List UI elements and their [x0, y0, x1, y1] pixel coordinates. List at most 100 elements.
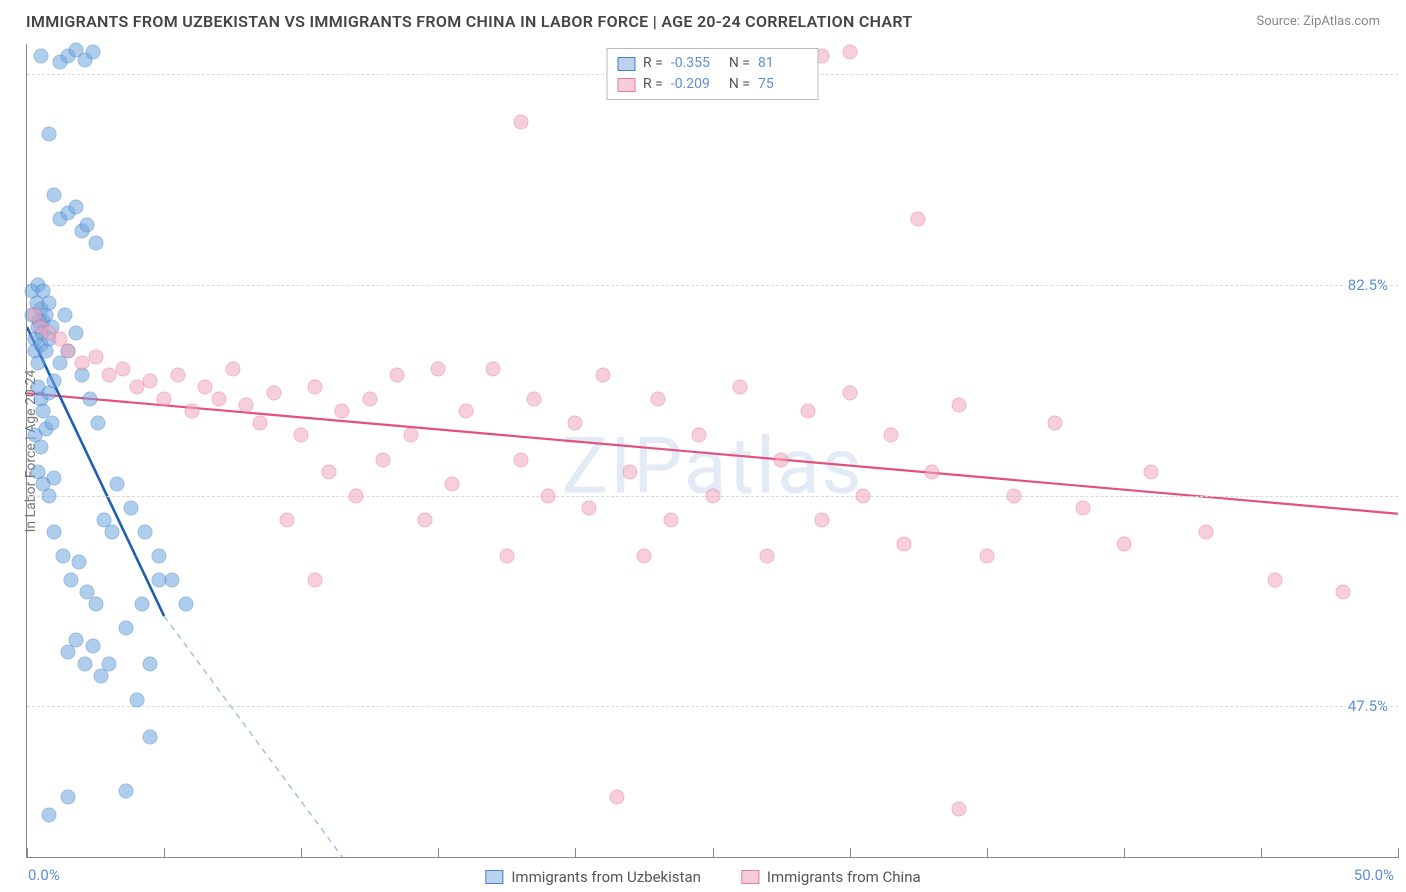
data-point [513, 115, 528, 130]
data-point [58, 308, 73, 323]
data-point [55, 548, 70, 563]
data-point [124, 500, 139, 515]
swatch-china [617, 78, 635, 92]
data-point [143, 729, 158, 744]
stat-n-value-uzbekistan: 81 [758, 53, 808, 74]
data-point [732, 380, 747, 395]
data-point [77, 657, 92, 672]
data-point [650, 392, 665, 407]
data-point [815, 512, 830, 527]
data-point [179, 597, 194, 612]
data-point [595, 368, 610, 383]
data-point [294, 428, 309, 443]
data-point [47, 187, 62, 202]
data-point [170, 368, 185, 383]
gridline [27, 285, 1398, 286]
stat-r-value-uzbekistan: -0.355 [671, 53, 721, 74]
data-point [417, 512, 432, 527]
y-tick-label: 47.5% [1346, 697, 1390, 715]
stat-row-uzbekistan: R = -0.355 N = 81 [617, 53, 808, 74]
data-point [623, 464, 638, 479]
data-point [33, 440, 48, 455]
chart-title: IMMIGRANTS FROM UZBEKISTAN VS IMMIGRANTS… [26, 12, 913, 31]
data-point [63, 572, 78, 587]
data-point [105, 524, 120, 539]
stat-r-value-china: -0.209 [671, 74, 721, 95]
data-point [253, 416, 268, 431]
legend-label-china: Immigrants from China [767, 868, 921, 886]
x-tick [438, 848, 439, 858]
data-point [118, 783, 133, 798]
data-point [1144, 464, 1159, 479]
data-point [513, 452, 528, 467]
data-point [41, 127, 56, 142]
data-point [883, 428, 898, 443]
stat-r-label: R = [643, 53, 663, 74]
data-point [33, 49, 48, 64]
gridline [27, 706, 1398, 707]
plot-region: ZIPatlas 47.5%82.5% [27, 44, 1398, 857]
data-point [390, 368, 405, 383]
data-point [952, 398, 967, 413]
stat-row-china: R = -0.209 N = 75 [617, 74, 808, 95]
data-point [41, 807, 56, 822]
data-point [856, 488, 871, 503]
bottom-legend: Immigrants from Uzbekistan Immigrants fr… [485, 868, 920, 886]
x-tick [575, 848, 576, 858]
data-point [349, 488, 364, 503]
data-point [44, 416, 59, 431]
data-point [924, 464, 939, 479]
data-point [85, 45, 100, 60]
data-point [69, 199, 84, 214]
data-point [1199, 524, 1214, 539]
data-point [85, 639, 100, 654]
data-point [61, 344, 76, 359]
x-tick [27, 848, 28, 858]
data-point [1007, 488, 1022, 503]
data-point [143, 374, 158, 389]
x-tick [164, 848, 165, 858]
stat-n-value-china: 75 [758, 74, 808, 95]
data-point [979, 548, 994, 563]
data-point [445, 476, 460, 491]
data-point [582, 500, 597, 515]
data-point [842, 45, 857, 60]
data-point [1048, 416, 1063, 431]
swatch-uzbekistan [617, 57, 635, 71]
trend-lines [27, 44, 1398, 857]
legend-item-uzbekistan: Immigrants from Uzbekistan [485, 868, 701, 886]
stat-n-label: N = [729, 74, 750, 95]
chart-area: In Labor Force | Age 20-24 ZIPatlas 47.5… [26, 44, 1398, 858]
data-point [458, 404, 473, 419]
data-point [280, 512, 295, 527]
source-label: Source: ZipAtlas.com [1256, 14, 1380, 29]
data-point [91, 416, 106, 431]
data-point [74, 356, 89, 371]
data-point [499, 548, 514, 563]
data-point [69, 633, 84, 648]
data-point [88, 597, 103, 612]
data-point [47, 374, 62, 389]
data-point [664, 512, 679, 527]
x-axis-max-label: 50.0% [1354, 866, 1394, 884]
data-point [321, 464, 336, 479]
data-point [151, 548, 166, 563]
data-point [69, 326, 84, 341]
data-point [102, 657, 117, 672]
data-point [225, 362, 240, 377]
data-point [266, 386, 281, 401]
data-point [83, 392, 98, 407]
data-point [1075, 500, 1090, 515]
data-point [403, 428, 418, 443]
data-point [774, 452, 789, 467]
data-point [952, 801, 967, 816]
x-tick [301, 848, 302, 858]
data-point [636, 548, 651, 563]
data-point [335, 404, 350, 419]
data-point [362, 392, 377, 407]
data-point [705, 488, 720, 503]
x-tick [1124, 848, 1125, 858]
data-point [486, 362, 501, 377]
data-point [118, 621, 133, 636]
data-point [110, 476, 125, 491]
